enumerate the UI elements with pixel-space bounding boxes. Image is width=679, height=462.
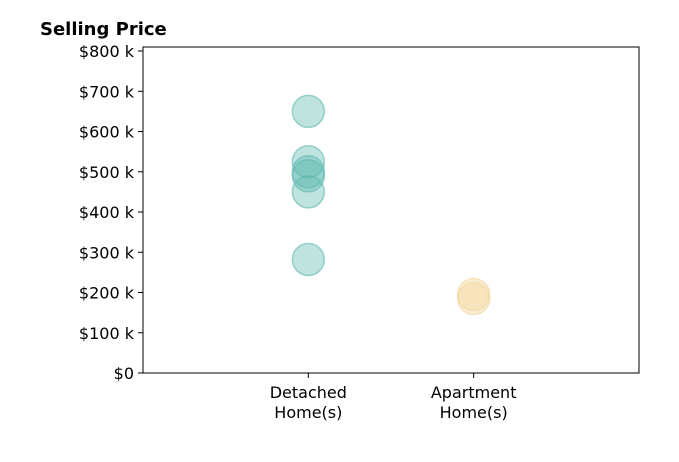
- y-tick-label: $500 k: [79, 163, 135, 182]
- scatter-point: [291, 94, 326, 129]
- scatter-point: [291, 175, 326, 209]
- chart-title: Selling Price: [40, 19, 167, 40]
- scatter-point: [291, 144, 326, 179]
- scatter-point: [456, 281, 491, 316]
- y-tick-label: $600 k: [79, 123, 135, 142]
- y-tick-label: $300 k: [79, 243, 135, 262]
- y-axis: $0 $100 k $200 k $300 k $400 k $500 k $600 k $7…: [79, 42, 143, 383]
- plot-frame: [142, 46, 640, 374]
- y-tick-label: $100 k: [79, 324, 135, 343]
- y-tick-label: $0: [114, 364, 134, 383]
- scatter-point: [291, 242, 326, 277]
- x-tick-label: Home(s): [440, 403, 508, 422]
- marks-layer: [291, 94, 491, 316]
- y-tick-label: $700 k: [79, 82, 135, 101]
- x-tick-label: Home(s): [274, 403, 342, 422]
- x-tick-label: Detached: [270, 383, 347, 402]
- x-tick-label: Apartment: [431, 383, 517, 402]
- y-tick-label: $800 k: [79, 42, 135, 61]
- y-tick-label: $200 k: [79, 284, 135, 303]
- y-tick-label: $400 k: [79, 203, 135, 222]
